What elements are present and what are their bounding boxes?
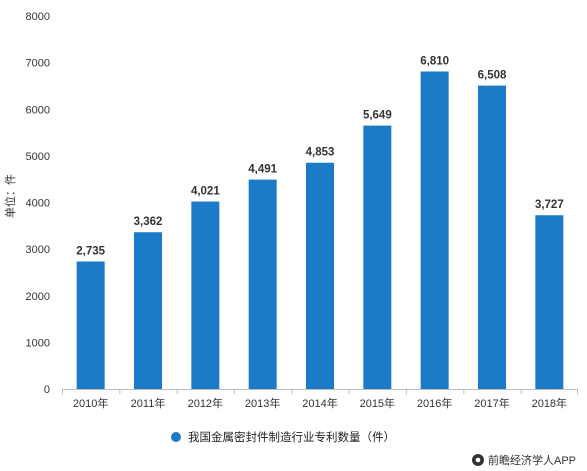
data-label: 2,735 <box>76 245 105 257</box>
y-tick-label: 0 <box>44 384 50 396</box>
x-tick-label: 2016年 <box>417 396 452 410</box>
bar[interactable] <box>535 215 564 389</box>
bar[interactable] <box>134 232 162 389</box>
x-tick-label: 2018年 <box>532 396 567 410</box>
legend-label: 我国金属密封件制造行业专利数量（件） <box>188 430 395 444</box>
x-tick-label: 2011年 <box>131 396 166 410</box>
y-tick-label: 6000 <box>26 104 50 116</box>
x-tick-label: 2010年 <box>73 396 108 410</box>
bar[interactable] <box>478 85 506 389</box>
data-label: 4,853 <box>306 147 335 159</box>
data-label: 6,810 <box>420 55 449 67</box>
y-axis-label: 单位：件 <box>3 174 17 218</box>
bar[interactable] <box>76 261 105 389</box>
qianzhan-logo-icon <box>472 454 484 466</box>
data-label: 3,362 <box>134 216 163 228</box>
y-tick-label: 4000 <box>26 198 50 210</box>
x-tick-label: 2015年 <box>360 396 395 410</box>
data-label: 5,649 <box>363 110 392 122</box>
y-tick-label: 1000 <box>26 337 50 349</box>
data-label: 4,021 <box>191 186 220 198</box>
bar[interactable] <box>248 179 277 389</box>
bar[interactable] <box>363 125 392 390</box>
bar[interactable] <box>420 71 449 389</box>
y-axis: 0 1000 2000 3000 4000 5000 6000 7000 8000 <box>26 11 50 396</box>
x-tick-label: 2013年 <box>245 396 280 410</box>
source-credit: 前瞻经济学人APP <box>472 453 576 467</box>
x-tick-label: 2017年 <box>474 396 509 410</box>
y-tick-label: 7000 <box>26 58 50 70</box>
x-axis: 2010年 2011年 2012年 2013年 2014年 2015年 2016年 2017年… <box>62 389 578 410</box>
bars <box>76 71 564 390</box>
legend-marker <box>171 432 181 442</box>
bar[interactable] <box>306 162 334 389</box>
y-tick-label: 5000 <box>26 151 50 163</box>
y-tick-label: 2000 <box>26 291 50 303</box>
data-label: 3,727 <box>535 199 564 211</box>
source-text: 前瞻经济学人APP <box>488 453 576 467</box>
bar[interactable] <box>191 201 220 389</box>
data-label: 4,491 <box>248 164 277 176</box>
x-tick-label: 2012年 <box>188 396 223 410</box>
y-tick-label: 8000 <box>26 11 50 23</box>
data-labels: 2,735 3,362 4,021 4,491 4,853 5,649 6,810 6,508… <box>76 55 563 257</box>
y-tick-label: 3000 <box>26 244 50 256</box>
data-label: 6,508 <box>478 70 507 82</box>
x-tick-label: 2014年 <box>302 396 337 410</box>
legend[interactable]: 我国金属密封件制造行业专利数量（件） <box>171 430 395 444</box>
